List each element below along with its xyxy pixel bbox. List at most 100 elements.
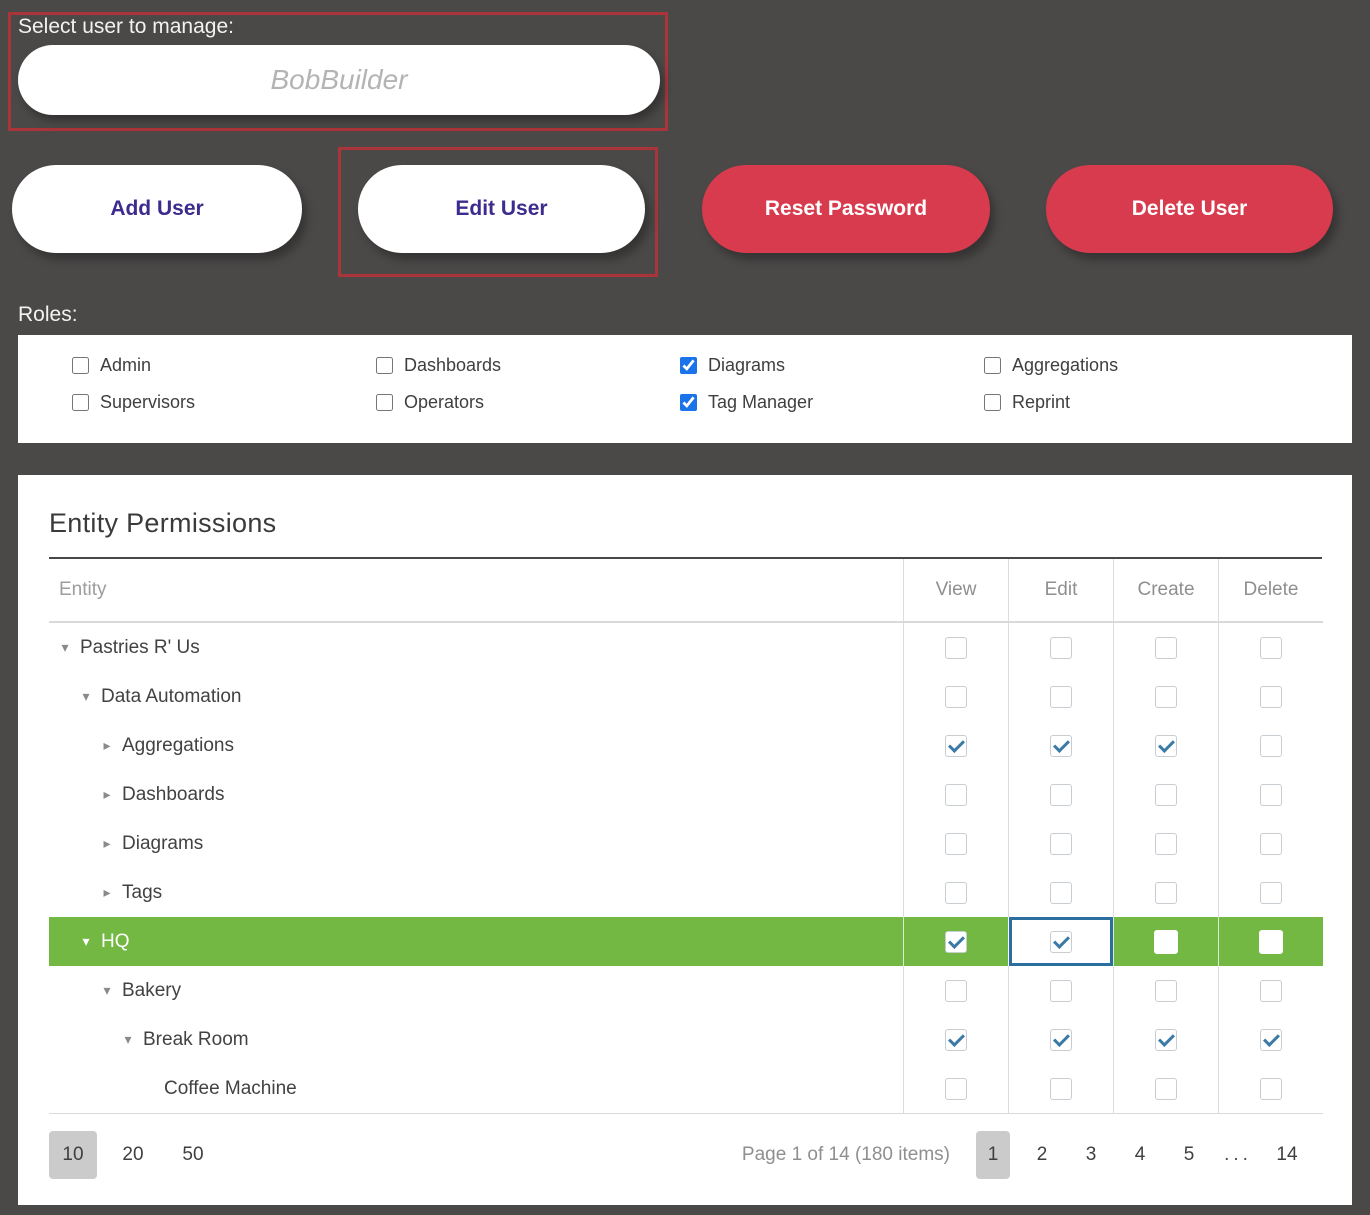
cell-delete[interactable] xyxy=(1218,819,1323,868)
permission-checkbox[interactable] xyxy=(1260,734,1282,757)
cell-delete[interactable] xyxy=(1218,721,1323,770)
collapse-arrow-icon[interactable]: ▾ xyxy=(82,688,90,704)
permission-checkbox[interactable] xyxy=(1050,881,1072,904)
permission-checkbox[interactable] xyxy=(1155,636,1177,659)
permission-checkbox[interactable] xyxy=(1155,881,1177,904)
permission-checkbox[interactable] xyxy=(1050,685,1072,708)
cell-create[interactable] xyxy=(1113,917,1218,966)
entity-row[interactable]: Coffee Machine xyxy=(49,1064,1323,1113)
permission-checkbox[interactable] xyxy=(945,1028,967,1051)
cell-edit[interactable] xyxy=(1008,1015,1113,1064)
permission-checkbox[interactable] xyxy=(1050,979,1072,1002)
cell-edit[interactable] xyxy=(1008,770,1113,819)
cell-edit[interactable] xyxy=(1008,1064,1113,1113)
role-aggregations[interactable]: Aggregations xyxy=(984,355,1288,376)
expand-arrow-icon[interactable]: ▸ xyxy=(103,786,111,802)
cell-view[interactable] xyxy=(903,1015,1008,1064)
cell-view[interactable] xyxy=(903,966,1008,1015)
permission-checkbox[interactable] xyxy=(1155,832,1177,855)
add-user-button[interactable]: Add User xyxy=(12,165,302,253)
permission-checkbox[interactable] xyxy=(1260,685,1282,708)
page-size-10[interactable]: 10 xyxy=(49,1131,97,1179)
role-diagrams[interactable]: Diagrams xyxy=(680,355,984,376)
cell-delete[interactable] xyxy=(1218,672,1323,721)
role-reprint[interactable]: Reprint xyxy=(984,392,1288,413)
permission-checkbox[interactable] xyxy=(1260,636,1282,659)
permission-checkbox[interactable] xyxy=(1050,734,1072,757)
permission-checkbox[interactable] xyxy=(945,881,967,904)
permission-checkbox[interactable] xyxy=(1154,929,1178,954)
permission-checkbox[interactable] xyxy=(1050,783,1072,806)
permission-checkbox[interactable] xyxy=(1050,636,1072,659)
permission-checkbox[interactable] xyxy=(1155,734,1177,757)
page-size-50[interactable]: 50 xyxy=(169,1131,217,1179)
permission-checkbox[interactable] xyxy=(945,734,967,757)
permission-checkbox[interactable] xyxy=(1050,832,1072,855)
cell-view[interactable] xyxy=(903,917,1008,966)
permission-checkbox[interactable] xyxy=(1050,1028,1072,1051)
cell-edit[interactable] xyxy=(1008,672,1113,721)
cell-edit[interactable] xyxy=(1008,623,1113,672)
cell-delete[interactable] xyxy=(1218,917,1323,966)
expand-arrow-icon[interactable]: ▸ xyxy=(103,835,111,851)
cell-delete[interactable] xyxy=(1218,1064,1323,1113)
permission-checkbox[interactable] xyxy=(1050,1077,1072,1100)
cell-edit[interactable] xyxy=(1008,721,1113,770)
cell-create[interactable] xyxy=(1113,770,1218,819)
role-checkbox[interactable] xyxy=(680,357,697,374)
permission-checkbox[interactable] xyxy=(1260,1077,1282,1100)
cell-create[interactable] xyxy=(1113,1064,1218,1113)
permission-checkbox[interactable] xyxy=(945,1077,967,1100)
permission-checkbox[interactable] xyxy=(945,979,967,1002)
cell-view[interactable] xyxy=(903,672,1008,721)
permission-checkbox[interactable] xyxy=(945,832,967,855)
permission-checkbox[interactable] xyxy=(1155,1077,1177,1100)
entity-row[interactable]: ▾ Data Automation xyxy=(49,672,1323,721)
collapse-arrow-icon[interactable]: ▾ xyxy=(82,933,90,949)
expand-arrow-icon[interactable]: ▸ xyxy=(103,884,111,900)
cell-edit[interactable] xyxy=(1008,917,1113,966)
permission-checkbox[interactable] xyxy=(1260,881,1282,904)
cell-create[interactable] xyxy=(1113,819,1218,868)
cell-view[interactable] xyxy=(903,721,1008,770)
permission-checkbox[interactable] xyxy=(1155,1028,1177,1051)
permission-checkbox[interactable] xyxy=(1260,783,1282,806)
cell-create[interactable] xyxy=(1113,672,1218,721)
entity-row[interactable]: ▾ Break Room xyxy=(49,1015,1323,1064)
cell-edit[interactable] xyxy=(1008,868,1113,917)
entity-row[interactable]: ▸ Diagrams xyxy=(49,819,1323,868)
expand-arrow-icon[interactable]: ▸ xyxy=(103,737,111,753)
role-checkbox[interactable] xyxy=(376,394,393,411)
permission-checkbox[interactable] xyxy=(945,685,967,708)
page-number-1[interactable]: 1 xyxy=(976,1131,1010,1179)
permission-checkbox[interactable] xyxy=(1155,685,1177,708)
edit-user-button[interactable]: Edit User xyxy=(358,165,645,253)
entity-row[interactable]: ▾ HQ xyxy=(49,917,1323,966)
permission-checkbox[interactable] xyxy=(1260,979,1282,1002)
role-checkbox[interactable] xyxy=(72,357,89,374)
page-size-20[interactable]: 20 xyxy=(109,1131,157,1179)
entity-row[interactable]: ▸ Tags xyxy=(49,868,1323,917)
cell-create[interactable] xyxy=(1113,721,1218,770)
role-supervisors[interactable]: Supervisors xyxy=(72,392,376,413)
cell-edit[interactable] xyxy=(1008,966,1113,1015)
role-checkbox[interactable] xyxy=(72,394,89,411)
delete-user-button[interactable]: Delete User xyxy=(1046,165,1333,253)
permission-checkbox[interactable] xyxy=(945,636,967,659)
cell-delete[interactable] xyxy=(1218,1015,1323,1064)
permission-checkbox[interactable] xyxy=(1259,929,1283,954)
role-admin[interactable]: Admin xyxy=(72,355,376,376)
permission-checkbox[interactable] xyxy=(1155,783,1177,806)
cell-view[interactable] xyxy=(903,623,1008,672)
permission-checkbox[interactable] xyxy=(945,930,967,953)
role-checkbox[interactable] xyxy=(680,394,697,411)
cell-view[interactable] xyxy=(903,1064,1008,1113)
page-number-2[interactable]: 2 xyxy=(1025,1131,1059,1179)
collapse-arrow-icon[interactable]: ▾ xyxy=(103,982,111,998)
entity-row[interactable]: ▾ Pastries R' Us xyxy=(49,623,1323,672)
cell-view[interactable] xyxy=(903,868,1008,917)
user-search-input[interactable] xyxy=(18,45,660,115)
page-number-5[interactable]: 5 xyxy=(1172,1131,1206,1179)
role-dashboards[interactable]: Dashboards xyxy=(376,355,680,376)
permission-checkbox[interactable] xyxy=(1155,979,1177,1002)
